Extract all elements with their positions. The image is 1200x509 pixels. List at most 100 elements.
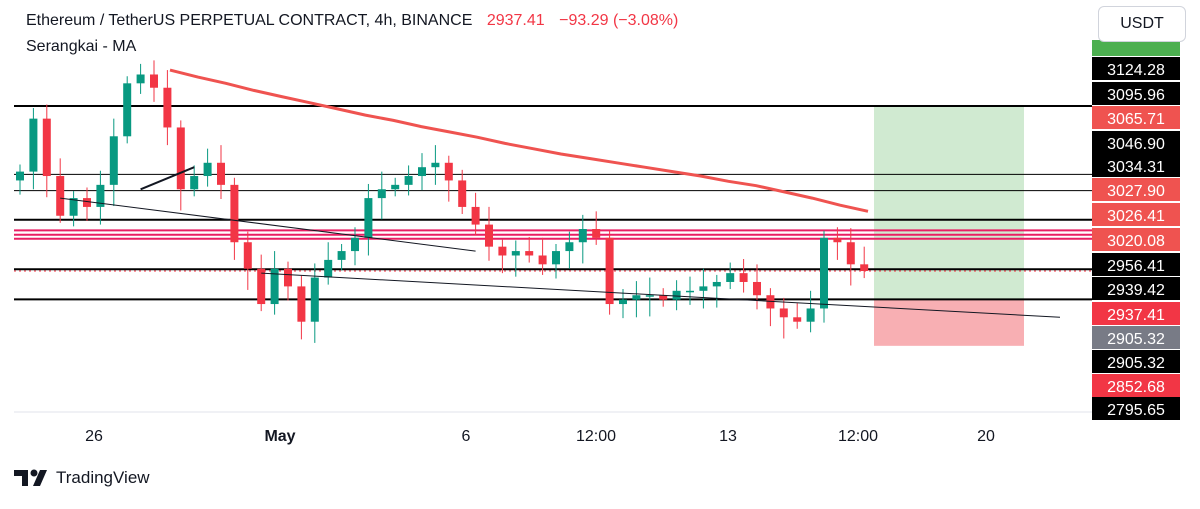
candle-body-10 [150,74,158,88]
candle-body-2 [42,118,51,177]
trendline-2 [140,166,195,191]
x-tick-label-5: 12:00 [838,428,878,445]
candle-body-55 [753,281,761,296]
candle-body-14 [203,162,212,177]
candle-body-5 [83,198,91,207]
candle-body-32 [444,162,453,181]
price-label-box-14 [1092,397,1180,420]
candle-body-34 [471,206,480,225]
price-label-11: 2905.32 [1107,331,1165,348]
candle-body-61 [833,237,842,243]
candle-body-36 [498,246,507,256]
candle-body-13 [190,176,199,190]
candle-body-33 [458,180,467,207]
price-label-1: 3095.96 [1107,87,1165,104]
candle-body-26 [364,198,373,238]
candle-body-16 [230,184,239,243]
candle-body-23 [324,259,333,278]
candle-body-51 [699,286,708,291]
price-label-8: 2956.41 [1107,258,1165,275]
candle-body-30 [418,167,426,177]
price-label-box-8 [1092,253,1180,276]
candle-body-49 [672,290,681,300]
price-label-box-9 [1092,277,1180,300]
candle-body-60 [820,237,828,309]
price-label-box-4 [1092,154,1180,177]
price-label-box-3 [1092,131,1180,154]
candle-body-17 [243,242,252,269]
price-label-0: 3124.28 [1107,62,1165,79]
candle-body-40 [552,251,560,265]
price-label-box-10 [1092,302,1180,325]
chart-header: Ethereum / TetherUS PERPETUAL CONTRACT, … [26,12,678,30]
x-tick-label-2: 6 [462,428,471,445]
candle-body-58 [793,317,802,322]
candle-body-44 [605,237,614,305]
candle-body-56 [766,295,775,309]
candle-body-15 [217,162,225,185]
candle-body-35 [485,224,493,247]
candle-body-6 [96,184,105,207]
price-label-3: 3046.90 [1107,136,1165,153]
tradingview-logo-icon [14,469,47,486]
indicator-label[interactable]: Serangkai - MA [26,38,137,55]
candle-body-4 [69,198,78,216]
candle-body-31 [431,162,440,168]
price-label-box-5 [1092,178,1180,201]
x-tick-label-3: 12:00 [576,428,616,445]
candle-body-22 [310,277,319,322]
candle-body-42 [578,229,587,243]
candle-body-52 [712,281,721,287]
candle-body-28 [391,184,400,190]
candle-body-18 [257,268,266,305]
trendline-0 [60,197,476,252]
candle-body-48 [659,295,668,300]
candle-body-3 [56,176,65,216]
candle-body-37 [511,251,520,256]
price-label-box-11 [1092,326,1180,349]
candle-body-8 [123,83,132,137]
candle-body-53 [726,273,735,282]
price-label-box-13 [1092,374,1180,397]
candle-body-43 [592,229,601,238]
x-tick-label-0: 26 [85,428,103,445]
tradingview-logo[interactable]: TradingView [14,468,150,488]
price-label-box-0 [1092,57,1180,80]
candle-body-39 [538,255,547,265]
candle-body-24 [337,251,346,260]
candle-body-29 [404,176,413,185]
candle-body-41 [565,242,574,252]
x-tick-label-6: 20 [977,428,995,445]
candle-body-47 [645,295,654,297]
currency-button[interactable]: USDT [1098,6,1186,42]
candle-body-57 [779,308,788,318]
price-label-14: 2795.65 [1107,402,1165,419]
price-label-12: 2905.32 [1107,355,1165,372]
price-label-13: 2852.68 [1107,379,1165,396]
candle-body-20 [284,268,292,287]
candle-body-54 [739,273,748,282]
price-label-tp-edge [1092,40,1180,56]
candle-body-63 [860,264,869,272]
price-label-box-6 [1092,203,1180,226]
candle-body-45 [619,299,627,305]
candle-body-27 [377,189,386,199]
brand-name: TradingView [56,468,150,487]
candle-body-21 [297,286,306,322]
last-price: 2937.41 [486,12,545,29]
candle-body-25 [351,237,359,252]
price-label-box-7 [1092,228,1180,251]
price-label-9: 2939.42 [1107,282,1165,299]
stop-loss-zone [874,299,1024,346]
x-tick-label-4: 13 [719,428,737,445]
candle-body-59 [806,308,815,322]
price-label-6: 3026.41 [1107,208,1165,225]
price-label-box-2 [1092,106,1180,129]
x-tick-label-1: May [264,428,295,445]
candle-body-62 [846,242,855,265]
candle-body-7 [109,136,118,185]
take-profit-zone [874,106,1024,300]
price-label-7: 3020.08 [1107,233,1165,250]
